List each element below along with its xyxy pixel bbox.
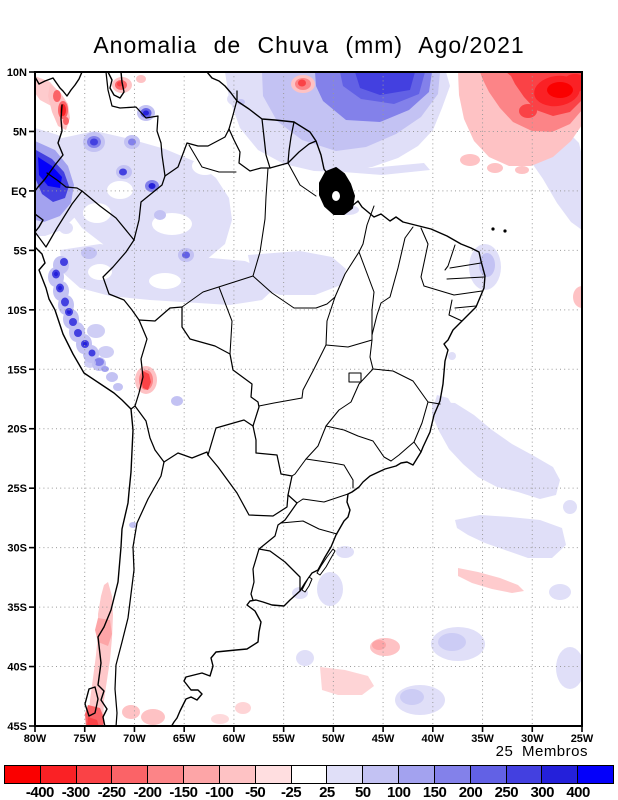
- colorbar-cell: [183, 765, 220, 784]
- lon-tick-label: 50W: [322, 733, 345, 745]
- colorbar-level-label: -150: [169, 784, 198, 800]
- colorbar-level-label: 100: [386, 784, 411, 800]
- colorbar-labels: -400 -300 -250 -200 -150 -100 -50 -25 25 50 100 150…: [4, 784, 614, 800]
- colorbar-level-label: -200: [133, 784, 163, 800]
- ensemble-members-label: 25 Membros: [495, 743, 588, 760]
- colorbar: [4, 765, 615, 784]
- lat-tick-label: 5S: [14, 245, 27, 257]
- lat-tick-label: 10N: [7, 67, 27, 79]
- colorbar-cell: [147, 765, 185, 784]
- lat-tick-label: 30S: [7, 543, 27, 555]
- colorbar-cell: [4, 765, 41, 784]
- colorbar-cell: [75, 765, 113, 784]
- colorbar-cell: [254, 765, 292, 784]
- colorbar-level-label: -100: [205, 784, 234, 800]
- lon-tick-label: 60W: [223, 733, 246, 745]
- colorbar-cell: [39, 765, 77, 784]
- lat-tick-label: EQ: [11, 186, 27, 198]
- colorbar-cell: [541, 765, 579, 784]
- geography-borders: [35, 72, 507, 726]
- colorbar-cell: [433, 765, 471, 784]
- colorbar-cell: [362, 765, 400, 784]
- colorbar-level-label: 150: [422, 784, 447, 800]
- lon-tick-label: 35W: [471, 733, 494, 745]
- colorbar-cell: [111, 765, 149, 784]
- lon-tick-label: 25W: [571, 733, 594, 745]
- colorbar-level-label: -25: [280, 784, 302, 800]
- colorbar-cell: [326, 765, 364, 784]
- colorbar-cell: [577, 765, 615, 784]
- lon-tick-label: 75W: [73, 733, 96, 745]
- colorbar-level-label: 250: [494, 784, 519, 800]
- lat-tick-label: 45S: [7, 721, 27, 733]
- colorbar-level-label: 50: [354, 784, 371, 800]
- lon-tick-label: 80W: [24, 733, 47, 745]
- colorbar-level-label: 25: [319, 784, 335, 800]
- colorbar-level-label: 400: [566, 784, 590, 800]
- lon-tick-label: 45W: [372, 733, 395, 745]
- lat-tick-label: 20S: [7, 424, 27, 436]
- lat-tick-label: 40S: [7, 662, 27, 674]
- colorbar-level-label: -300: [61, 784, 91, 800]
- lon-tick-label: 65W: [173, 733, 196, 745]
- chart-title: Anomalia de Chuva (mm) Ago/2021: [93, 32, 525, 58]
- lat-tick-label: 25S: [7, 483, 27, 495]
- lat-tick-label: 15S: [7, 364, 27, 376]
- lon-tick-label: 55W: [272, 733, 295, 745]
- colorbar-cell: [290, 765, 328, 784]
- colorbar-cell: [218, 765, 256, 784]
- colorbar-cell: [505, 765, 543, 784]
- map-frame: [34, 71, 583, 727]
- colorbar-level-label: 200: [458, 784, 483, 800]
- axis-labels: 80W 75W 70W 65W 60W 55W 50W 45W 40W 35W 30W 25W 10N 5…: [7, 67, 594, 745]
- colorbar-level-label: -50: [245, 784, 266, 800]
- lon-tick-label: 40W: [422, 733, 445, 745]
- colorbar-level-label: 300: [530, 784, 554, 800]
- lon-tick-label: 30W: [521, 733, 544, 745]
- lat-tick-label: 10S: [7, 305, 27, 317]
- colorbar-cell: [469, 765, 507, 784]
- lon-tick-label: 70W: [123, 733, 146, 745]
- anomaly-shading: [35, 72, 582, 726]
- axis-ticks: [29, 71, 583, 732]
- colorbar-cell: [398, 765, 435, 784]
- colorbar-level-label: -250: [97, 784, 127, 800]
- colorbar-level-label: -400: [25, 784, 55, 800]
- lat-tick-label: 35S: [7, 602, 27, 614]
- lat-tick-label: 5N: [13, 126, 27, 138]
